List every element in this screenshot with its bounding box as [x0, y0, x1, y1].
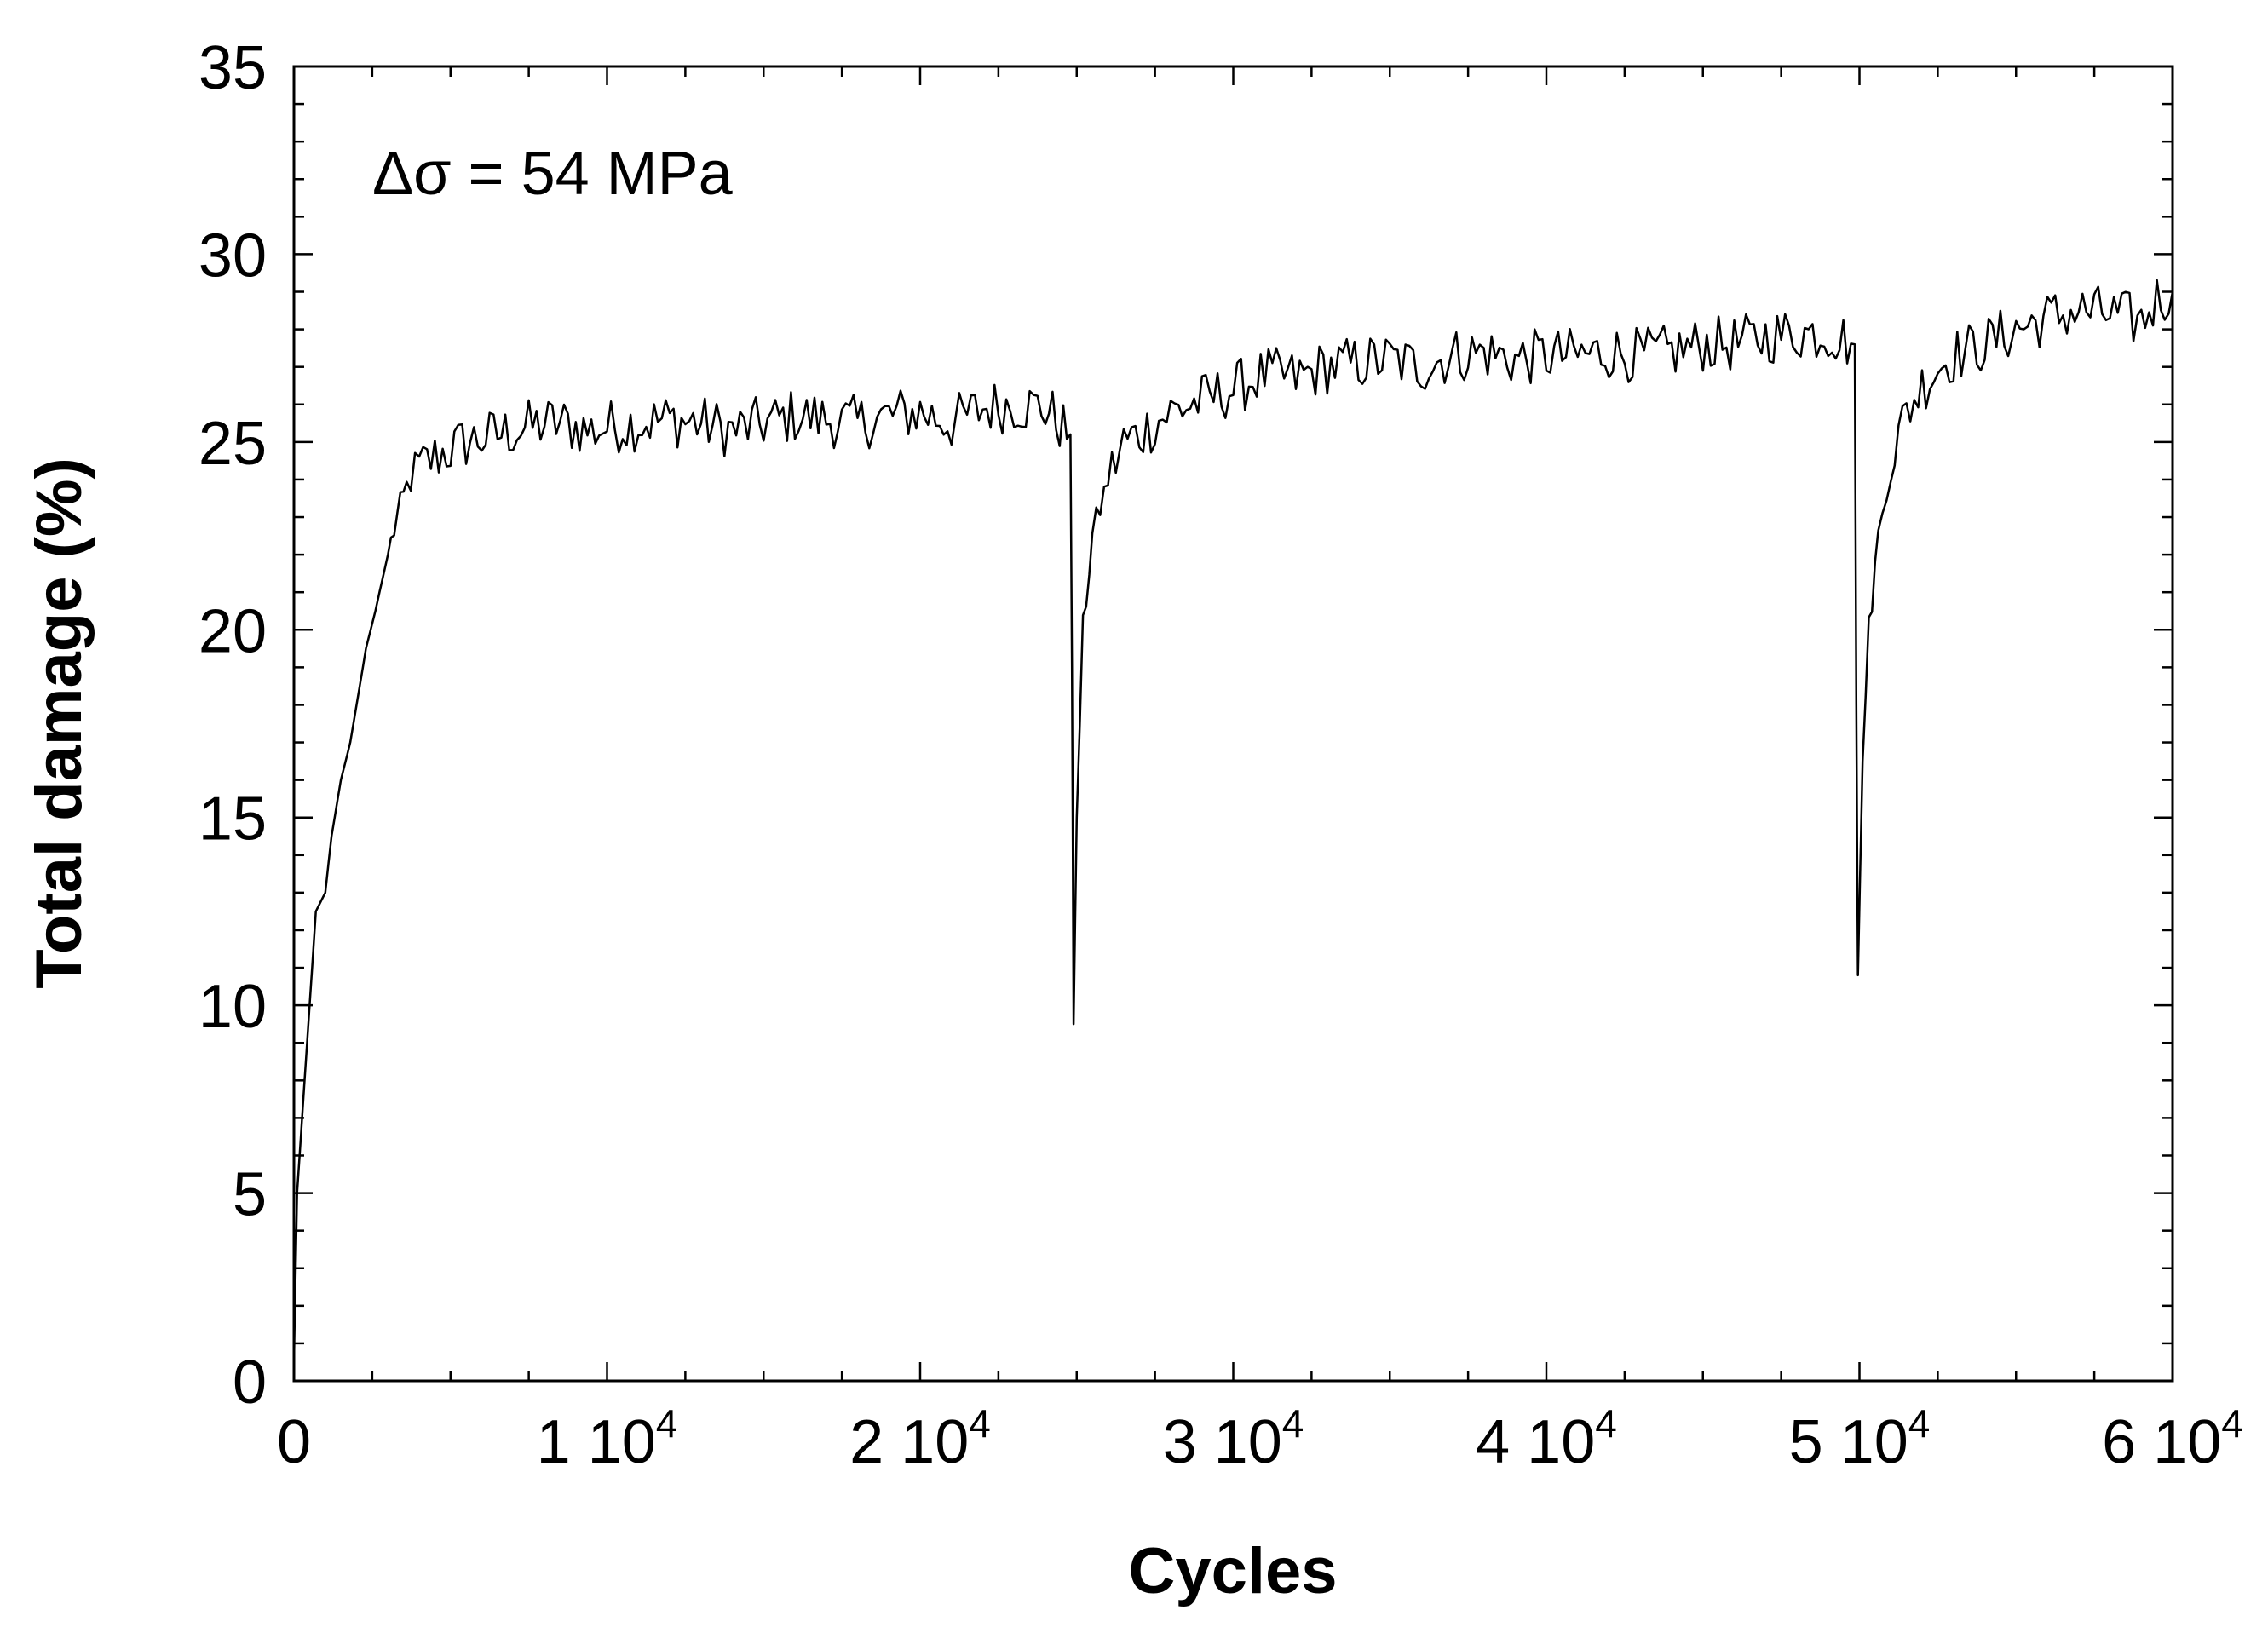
y-tick-label: 5: [233, 1161, 267, 1229]
x-tick-label: 6 104: [2102, 1401, 2243, 1476]
x-tick-label: 5 104: [1789, 1401, 1931, 1476]
y-tick-label: 10: [199, 973, 267, 1041]
x-tick-label: 1 104: [537, 1401, 678, 1476]
x-tick-labels: 0 1 104 2 104 3 104 4 104 5 104 6 104: [277, 1401, 2243, 1476]
y-tick-label: 0: [233, 1348, 267, 1417]
axis-ticks: [292, 65, 2174, 1383]
y-tick-label: 20: [199, 597, 267, 665]
y-tick-label: 30: [199, 221, 267, 290]
x-tick-label: 4 104: [1476, 1401, 1617, 1476]
x-tick-label: 0: [277, 1408, 311, 1476]
y-axis-title: Total damage (%): [23, 457, 95, 989]
total-damage-line: [292, 279, 2174, 1363]
y-tick-label: 35: [199, 34, 267, 102]
y-tick-labels: 0 5 10 15 20 25 30 35: [199, 34, 267, 1417]
x-axis-title: Cycles: [1128, 1535, 1337, 1607]
x-tick-label: 3 104: [1163, 1401, 1304, 1476]
x-tick-label: 2 104: [849, 1401, 991, 1476]
y-tick-label: 25: [199, 410, 267, 478]
y-tick-label: 15: [199, 785, 267, 854]
stress-range-annotation: Δσ = 54 MPa: [372, 140, 734, 208]
